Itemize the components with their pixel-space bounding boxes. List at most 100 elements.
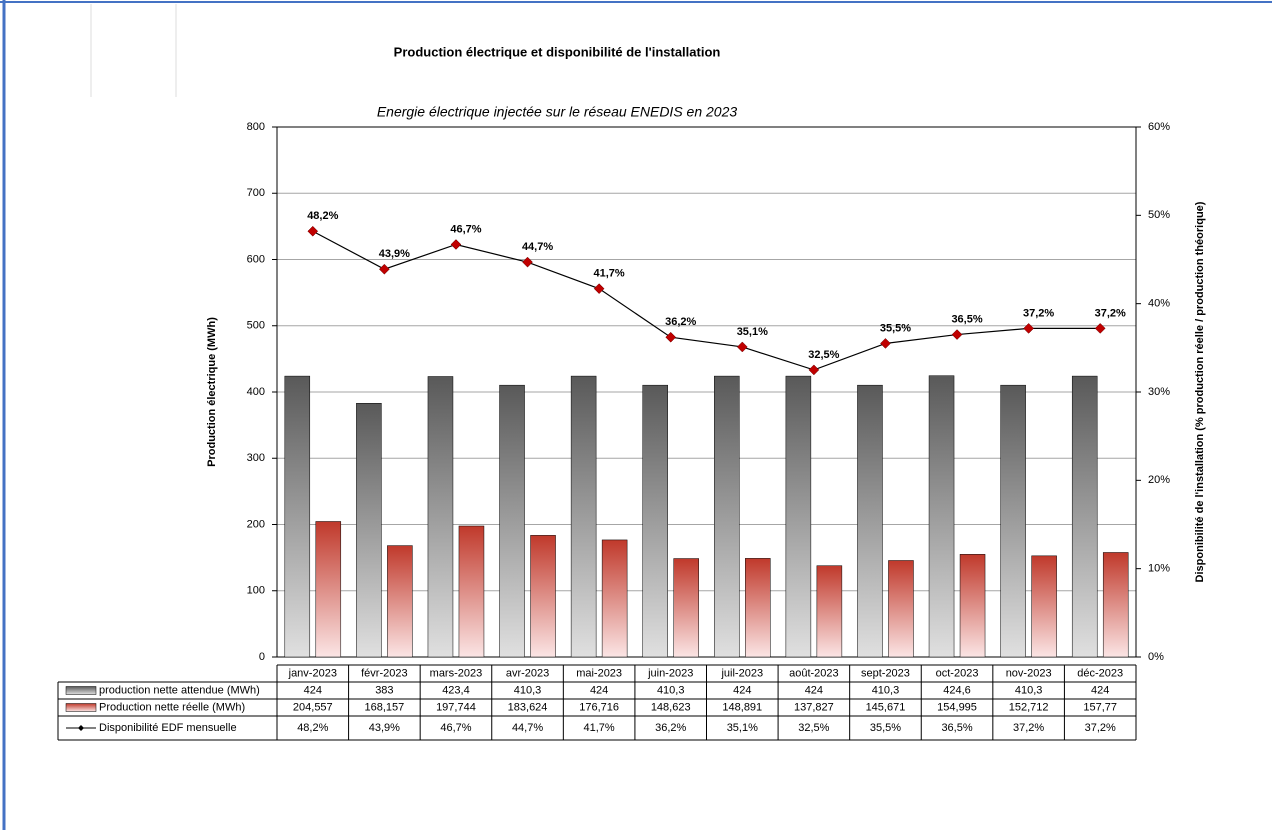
table-cell: 168,157 bbox=[364, 701, 404, 713]
table-cell: 157,77 bbox=[1083, 701, 1117, 713]
table-cell: 152,712 bbox=[1009, 701, 1049, 713]
data-label: 36,5% bbox=[951, 313, 982, 325]
table-cell: 154,995 bbox=[937, 701, 977, 713]
bar bbox=[959, 554, 986, 658]
x-tick-label: juil-2023 bbox=[720, 667, 763, 679]
table-cell: 424 bbox=[1091, 684, 1109, 696]
marker bbox=[951, 329, 963, 340]
marker bbox=[307, 225, 319, 237]
legend-key bbox=[65, 686, 97, 695]
chart-subtitle: Energie électrique injectée sur le résea… bbox=[377, 104, 738, 120]
data-label: 32,5% bbox=[808, 349, 839, 361]
table-cell: 183,624 bbox=[508, 701, 548, 713]
x-tick-label: juin-2023 bbox=[647, 667, 693, 679]
table-cell: 145,671 bbox=[866, 701, 906, 713]
legend-label: production nette attendue (MWh) bbox=[99, 684, 260, 696]
y-tick-label: 200 bbox=[247, 518, 265, 530]
table-cell: 424 bbox=[304, 684, 322, 696]
y-tick-label: 800 bbox=[247, 121, 265, 133]
table-cell: 204,557 bbox=[293, 701, 333, 713]
data-label: 48,2% bbox=[307, 210, 338, 222]
table-cell: 197,744 bbox=[436, 701, 476, 713]
table-cell: 424 bbox=[805, 684, 823, 696]
bar bbox=[888, 560, 914, 658]
bar bbox=[570, 375, 597, 658]
y2-tick-label: 50% bbox=[1148, 209, 1170, 221]
marker bbox=[522, 256, 533, 268]
table-cell: 43,9% bbox=[369, 722, 400, 734]
table-cell: 148,623 bbox=[651, 701, 691, 713]
y-tick-label: 500 bbox=[247, 320, 265, 332]
y2-tick-label: 60% bbox=[1148, 121, 1170, 133]
marker bbox=[808, 364, 820, 376]
legend-key bbox=[78, 725, 84, 731]
legend-label: Production nette réelle (MWh) bbox=[99, 701, 245, 713]
bar bbox=[928, 375, 955, 658]
data-label: 37,2% bbox=[1023, 307, 1054, 319]
table-cell: 36,5% bbox=[941, 722, 972, 734]
bar bbox=[1071, 375, 1098, 658]
table-cell: 44,7% bbox=[512, 722, 543, 734]
bar bbox=[1031, 555, 1057, 658]
table-cell: 410,3 bbox=[1015, 684, 1043, 696]
table-cell: 35,1% bbox=[727, 722, 758, 734]
y-tick-label: 300 bbox=[247, 452, 265, 464]
table-cell: 423,4 bbox=[442, 684, 470, 696]
bar bbox=[427, 376, 454, 658]
data-label: 41,7% bbox=[594, 268, 625, 280]
y-tick-label: 0 bbox=[259, 651, 265, 663]
table-cell: 137,827 bbox=[794, 701, 834, 713]
x-tick-label: févr-2023 bbox=[361, 667, 407, 679]
y2-tick-label: 40% bbox=[1148, 298, 1170, 310]
table-cell: 48,2% bbox=[297, 722, 328, 734]
x-tick-label: avr-2023 bbox=[506, 667, 549, 679]
table-cell: 37,2% bbox=[1013, 722, 1044, 734]
y-axis-label: Production électrique (MWh) bbox=[206, 317, 218, 467]
y-tick-label: 100 bbox=[247, 585, 265, 597]
data-label: 46,7% bbox=[450, 223, 481, 235]
x-tick-label: août-2023 bbox=[789, 667, 839, 679]
table-cell: 410,3 bbox=[657, 684, 685, 696]
marker bbox=[880, 338, 891, 349]
y-tick-label: 600 bbox=[247, 253, 265, 265]
marker bbox=[736, 341, 748, 353]
marker bbox=[379, 263, 390, 275]
table-cell: 176,716 bbox=[579, 701, 619, 713]
table-cell: 424,6 bbox=[943, 684, 971, 696]
x-tick-label: nov-2023 bbox=[1006, 667, 1052, 679]
bar bbox=[601, 539, 628, 658]
y-tick-label: 700 bbox=[247, 187, 265, 199]
bar bbox=[816, 565, 843, 658]
x-tick-label: déc-2023 bbox=[1077, 667, 1123, 679]
table-cell: 32,5% bbox=[798, 722, 829, 734]
data-label: 44,7% bbox=[522, 241, 553, 253]
x-tick-label: mars-2023 bbox=[430, 667, 483, 679]
y2-tick-label: 0% bbox=[1148, 651, 1164, 663]
bar bbox=[1102, 552, 1129, 658]
bar bbox=[1000, 384, 1026, 658]
table-cell: 36,2% bbox=[655, 722, 686, 734]
bar bbox=[458, 525, 485, 658]
marker bbox=[665, 331, 677, 343]
bar bbox=[530, 535, 556, 658]
x-tick-label: sept-2023 bbox=[861, 667, 910, 679]
bar bbox=[387, 545, 413, 658]
data-label: 43,9% bbox=[379, 248, 410, 260]
data-label: 36,2% bbox=[665, 316, 696, 328]
table-cell: 148,891 bbox=[722, 701, 762, 713]
data-label: 37,2% bbox=[1095, 307, 1126, 319]
marker bbox=[1023, 323, 1034, 334]
bar bbox=[857, 384, 883, 658]
table-cell: 410,3 bbox=[872, 684, 900, 696]
chart-title: Production électrique et disponibilité d… bbox=[394, 44, 721, 59]
y-tick-label: 400 bbox=[247, 386, 265, 398]
bar bbox=[499, 384, 525, 658]
table-cell: 46,7% bbox=[440, 722, 471, 734]
table-cell: 41,7% bbox=[584, 722, 615, 734]
y2-tick-label: 20% bbox=[1148, 474, 1170, 486]
marker bbox=[1094, 323, 1106, 334]
bar bbox=[642, 384, 668, 658]
table-cell: 383 bbox=[375, 684, 393, 696]
